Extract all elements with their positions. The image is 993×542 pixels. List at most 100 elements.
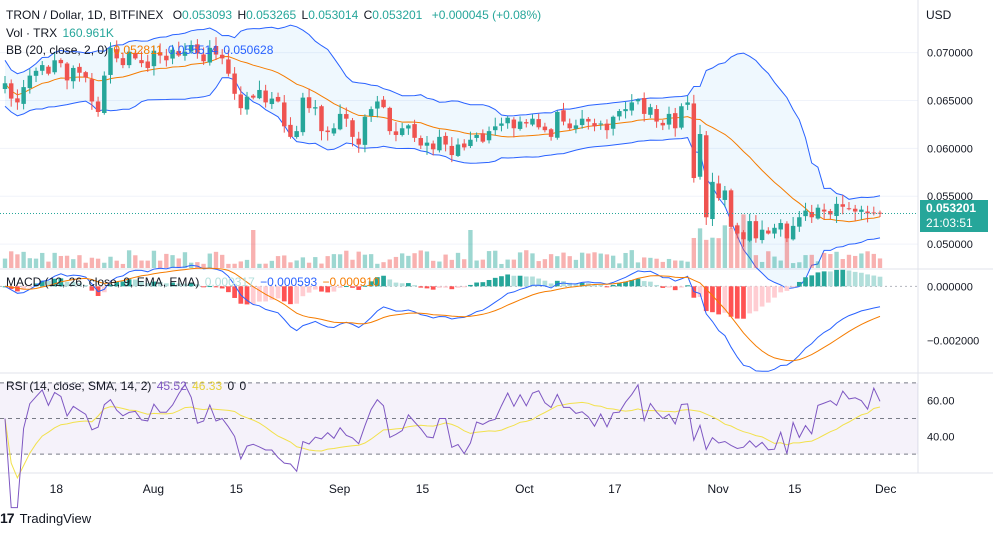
candle-body — [182, 51, 188, 56]
rsi-label: RSI (14, close, SMA, 14, 2) — [6, 379, 152, 393]
macd-histogram-bar — [145, 283, 151, 287]
candle-body — [660, 122, 666, 126]
macd-histogram-bar — [679, 286, 684, 288]
candle-body — [269, 98, 275, 105]
volume-bar — [232, 263, 237, 268]
volume-bar — [517, 252, 523, 268]
volume-bar — [542, 259, 548, 268]
volume-bar — [586, 253, 591, 268]
candle-body — [263, 90, 268, 103]
volume-bar — [449, 259, 454, 268]
macd-histogram-bar — [542, 280, 548, 287]
volume-bar — [207, 253, 212, 268]
time-axis-tick: 18 — [50, 482, 64, 496]
candle-body — [685, 102, 690, 105]
volume-bar — [418, 250, 423, 268]
price-axis-tick: 0.050000 — [927, 239, 973, 251]
candle-body — [617, 111, 622, 117]
macd-histogram-bar — [58, 278, 64, 287]
volume-bar — [157, 260, 163, 268]
candle-body — [766, 230, 771, 234]
macd-histogram-bar — [530, 276, 535, 287]
volume-bar — [654, 258, 659, 268]
candle-body — [728, 190, 734, 227]
volume-bar — [623, 252, 628, 268]
candle-body — [170, 49, 175, 59]
macd-histogram-bar — [46, 280, 51, 287]
volume-bar — [573, 259, 579, 268]
macd-histogram-bar — [505, 274, 511, 287]
macd-histogram-bar — [710, 286, 715, 313]
macd-histogram-bar — [722, 286, 728, 313]
volume-bar — [2, 258, 8, 268]
candle-body — [592, 123, 597, 127]
bb-basis-value: 0.052811 — [113, 43, 163, 57]
candle-body — [219, 54, 225, 59]
macd-line-value: −0.000593 — [260, 275, 318, 289]
macd-histogram-bar — [641, 281, 647, 287]
volume-bar — [437, 261, 442, 268]
volume-bar — [474, 260, 479, 268]
volume-bar — [728, 227, 734, 268]
volume-bar — [46, 261, 51, 268]
volume-bar — [40, 252, 45, 268]
macd-histogram-bar — [654, 284, 659, 287]
volume-bar — [108, 256, 113, 268]
volume-bar — [220, 254, 225, 268]
macd-histogram-bar — [716, 286, 722, 315]
volume-bar — [648, 257, 653, 268]
volume-bar — [195, 262, 200, 268]
macd-histogram-bar — [77, 283, 82, 287]
macd-histogram-bar — [672, 286, 678, 291]
candle-body — [89, 79, 95, 102]
candle-body — [784, 223, 790, 239]
volume-bar — [778, 260, 783, 268]
candle-body — [83, 72, 88, 78]
axes: 0.000000 −0.002000 60.00 40.00 0.070000 0.065… — [50, 48, 980, 496]
volume-bar — [126, 250, 132, 268]
macd-histogram-bar — [52, 278, 58, 287]
candle-body — [356, 138, 361, 145]
candle-body — [797, 217, 802, 227]
candle-body — [133, 52, 138, 59]
candle-body — [207, 47, 213, 63]
candle-body — [381, 99, 386, 108]
bb-upper-line — [4, 24, 881, 200]
time-axis-tick: 17 — [608, 482, 622, 496]
bb-legend: BB (20, close, 2, 0) 0.052811 0.055514 0… — [6, 43, 275, 57]
candle-body — [424, 142, 430, 146]
volume-bar — [592, 252, 597, 268]
volume-bar — [617, 263, 622, 268]
macd-histogram-bar — [250, 286, 256, 305]
candle-body — [126, 51, 132, 66]
candle-body — [524, 122, 529, 124]
rsi-extra-1: 0 — [227, 379, 235, 393]
candle-body — [2, 83, 8, 90]
macd-label: MACD (12, 26, close, 9, EMA, EMA) — [6, 275, 200, 289]
currency-label: USD — [926, 8, 952, 22]
volume-bar — [294, 260, 299, 268]
candle-body — [176, 50, 181, 56]
candle-body — [629, 102, 635, 111]
macd-histogram-bar — [840, 269, 846, 287]
volume-bar — [9, 251, 14, 268]
tradingview-brand[interactable]: 17 TradingView — [0, 510, 91, 526]
volume-bar — [275, 256, 281, 268]
candle-body — [232, 73, 237, 94]
price-axis-tick: 0.060000 — [927, 143, 973, 155]
volume-bar — [871, 253, 876, 268]
macd-histogram-bar — [623, 281, 628, 287]
macd-histogram-bar — [480, 282, 486, 287]
candle-body — [151, 50, 157, 67]
macd-histogram-bar — [418, 286, 424, 288]
macd-histogram-bar — [573, 283, 579, 287]
volume-bar — [629, 250, 634, 268]
candle-body — [691, 103, 697, 179]
macd-histogram-bar — [598, 284, 604, 287]
candle-body — [511, 119, 517, 129]
macd-histogram-bar — [188, 282, 194, 287]
candle-body — [809, 211, 814, 218]
macd-histogram-bar — [809, 275, 815, 287]
macd-histogram-bar — [517, 275, 523, 287]
